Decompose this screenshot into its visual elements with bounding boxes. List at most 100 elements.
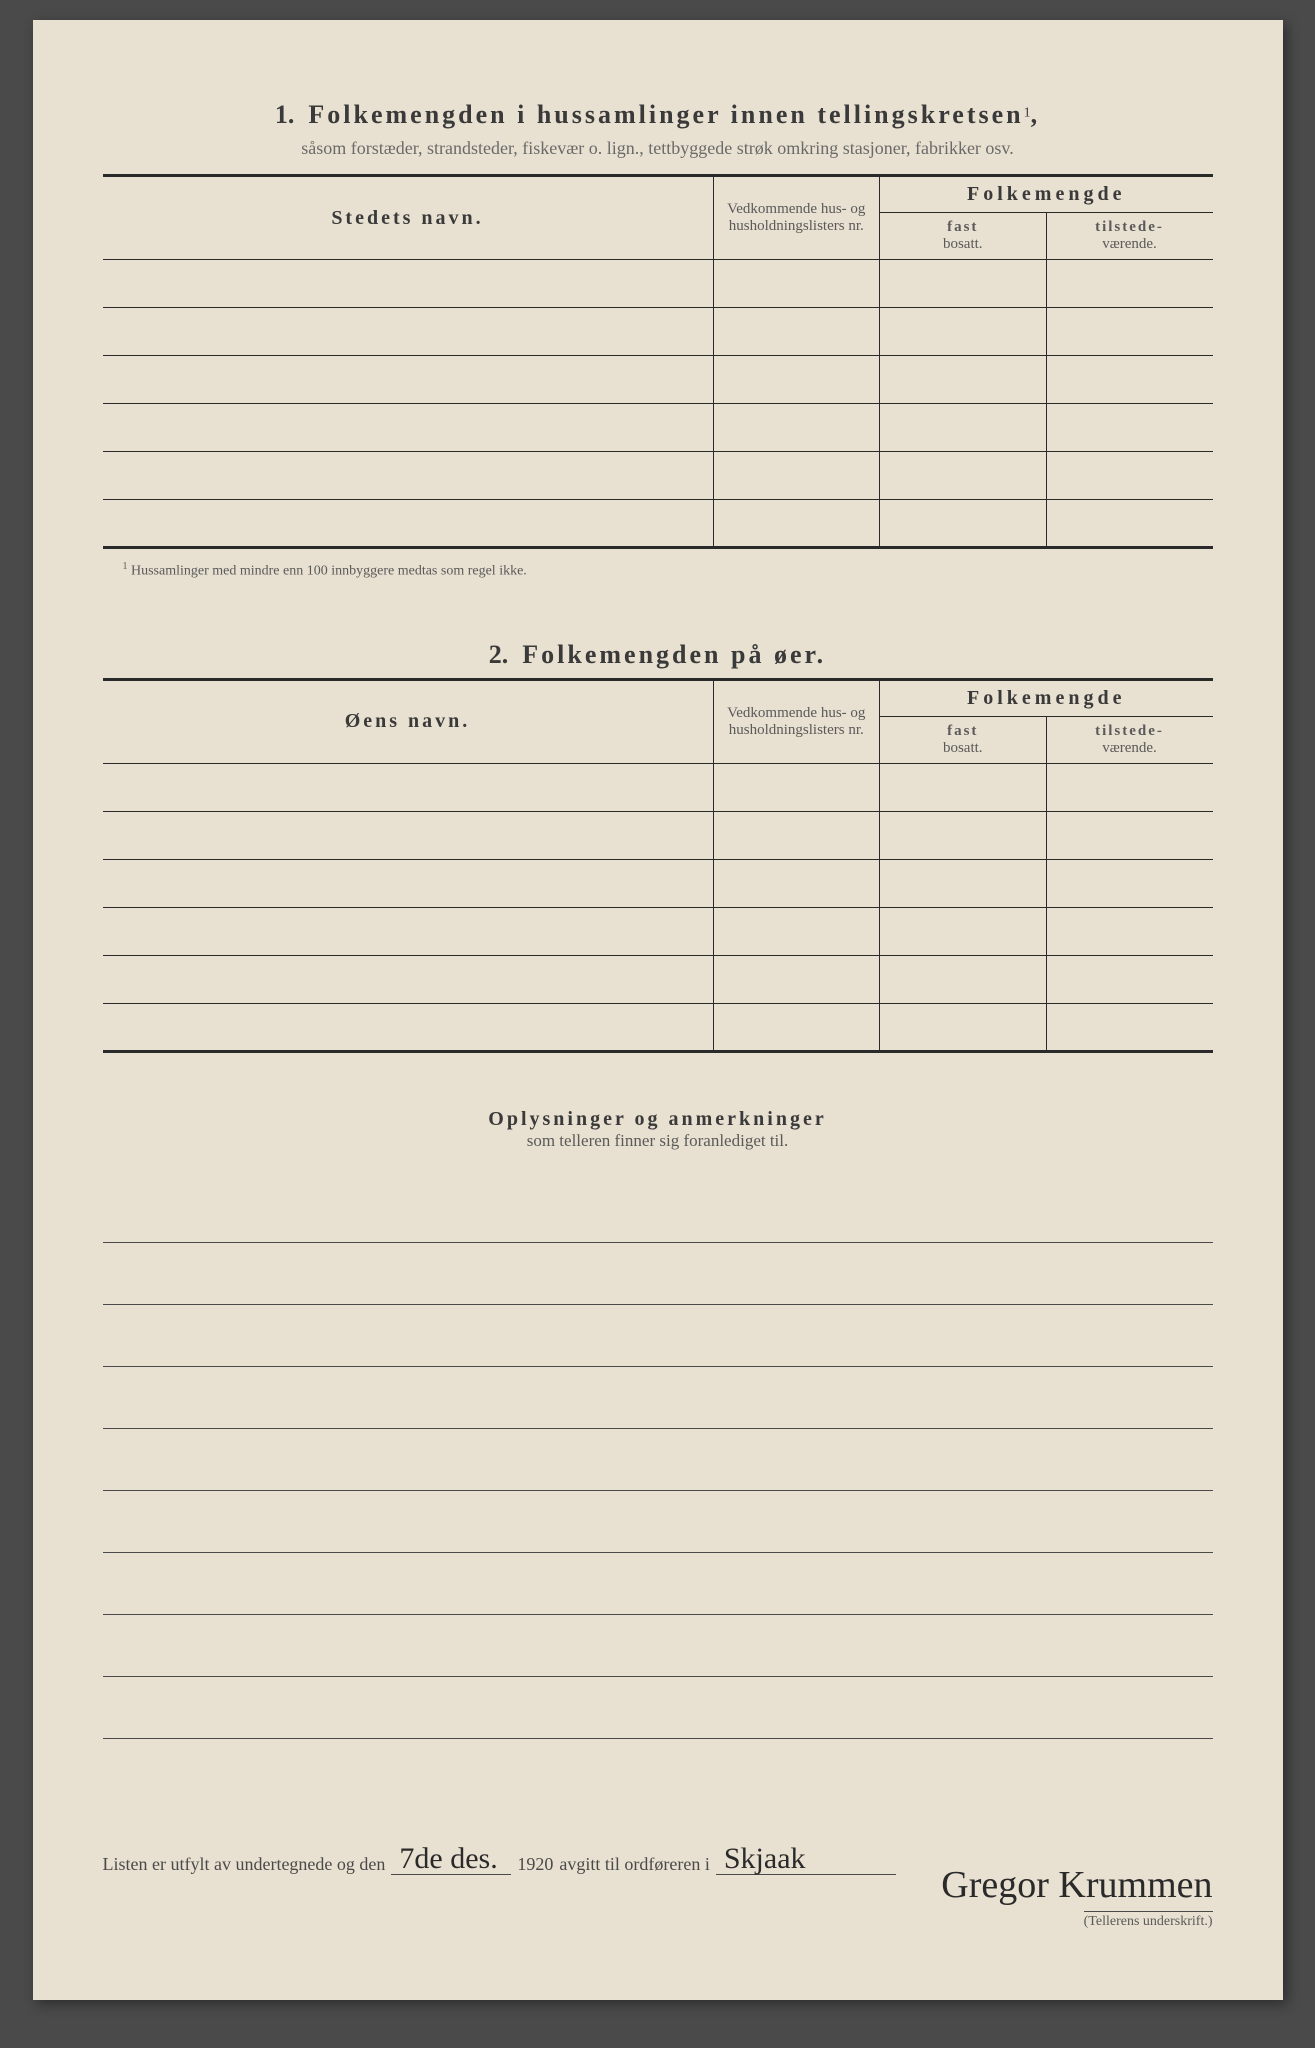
table-cell [1046, 1003, 1213, 1051]
col-header-name: Stedets navn. [103, 176, 714, 260]
table-row [103, 356, 1213, 404]
table-cell [103, 907, 714, 955]
remarks-title: Oplysninger og anmerkninger [103, 1108, 1213, 1131]
table-cell [880, 1003, 1047, 1051]
table-row [103, 1003, 1213, 1051]
table-cell [880, 452, 1047, 500]
ruled-line [103, 1305, 1213, 1367]
table-cell [713, 1003, 880, 1051]
table-cell [103, 1003, 714, 1051]
table-cell [103, 955, 714, 1003]
ruled-line [103, 1491, 1213, 1553]
table-row [103, 308, 1213, 356]
section1-table: Stedets navn. Vedkommende hus- og hushol… [103, 174, 1213, 549]
section2-title: 2. Folkemengden på øer. [103, 640, 1213, 670]
footer-date-handwritten: 7de des. [391, 1844, 511, 1875]
table-cell [713, 955, 880, 1003]
footer: Listen er utfylt av undertegnede og den … [103, 1844, 1213, 1930]
table-row [103, 452, 1213, 500]
table-cell [880, 763, 1047, 811]
table-row [103, 260, 1213, 308]
section2-tbody [103, 763, 1213, 1051]
table-row [103, 811, 1213, 859]
remarks-subtitle: som telleren finner sig foranlediget til… [103, 1131, 1213, 1151]
col-header-pop-group: Folkemengde [880, 176, 1213, 213]
footer-text-a: Listen er utfylt av undertegnede og den [103, 1854, 386, 1875]
col2-header-pop-group: Folkemengde [880, 679, 1213, 716]
section2-heading: Folkemengden på øer. [522, 640, 826, 669]
table-cell [103, 452, 714, 500]
section1-footnote: 1 Hussamlinger med mindre enn 100 innbyg… [103, 561, 1213, 580]
section1-subtitle: såsom forstæder, strandsteder, fiskevær … [103, 138, 1213, 159]
table-cell [103, 356, 714, 404]
table-cell [103, 404, 714, 452]
section1-title: 1. Folkemengden i hussamlinger innen tel… [103, 100, 1213, 130]
table-cell [103, 308, 714, 356]
table-cell [1046, 955, 1213, 1003]
footer-year: 1920 [517, 1854, 553, 1875]
table-cell [103, 260, 714, 308]
footer-text-b: avgitt til ordføreren i [559, 1854, 709, 1875]
table-cell [713, 763, 880, 811]
table-cell [1046, 500, 1213, 548]
section1-heading: Folkemengden i hussamlinger innen tellin… [308, 100, 1023, 129]
table-cell [713, 500, 880, 548]
col-header-tilstede: tilstede-værende. [1046, 213, 1213, 260]
section2-table: Øens navn. Vedkommende hus- og husholdni… [103, 678, 1213, 1053]
signature-label: (Tellerens underskrift.) [1084, 1911, 1213, 1930]
section2: 2. Folkemengden på øer. Øens navn. Vedko… [103, 640, 1213, 1053]
table-cell [103, 763, 714, 811]
table-cell [880, 308, 1047, 356]
table-cell [103, 859, 714, 907]
footer-place-handwritten: Skjaak [716, 1844, 896, 1875]
ruled-line [103, 1677, 1213, 1739]
col2-header-ref: Vedkommende hus- og husholdningslisters … [713, 679, 880, 763]
table-cell [713, 260, 880, 308]
table-cell [713, 907, 880, 955]
col-header-fast: fastbosatt. [880, 213, 1047, 260]
col2-header-fast: fastbosatt. [880, 716, 1047, 763]
section1-sup: 1 [1024, 106, 1031, 121]
table-cell [1046, 859, 1213, 907]
ruled-line [103, 1615, 1213, 1677]
table-cell [713, 452, 880, 500]
section1-number: 1. [275, 100, 295, 129]
ruled-line [103, 1553, 1213, 1615]
col2-header-name: Øens navn. [103, 679, 714, 763]
table-cell [880, 260, 1047, 308]
table-cell [1046, 404, 1213, 452]
table-row [103, 404, 1213, 452]
table-cell [880, 500, 1047, 548]
table-cell [1046, 260, 1213, 308]
section1-tbody [103, 260, 1213, 548]
table-cell [713, 308, 880, 356]
table-row [103, 955, 1213, 1003]
table-cell [713, 859, 880, 907]
table-cell [1046, 356, 1213, 404]
table-cell [713, 811, 880, 859]
table-cell [1046, 452, 1213, 500]
table-cell [103, 811, 714, 859]
table-cell [880, 859, 1047, 907]
table-cell [713, 404, 880, 452]
ruled-line [103, 1181, 1213, 1243]
ruled-line [103, 1243, 1213, 1305]
table-cell [1046, 763, 1213, 811]
table-cell [880, 955, 1047, 1003]
table-cell [1046, 308, 1213, 356]
section2-number: 2. [489, 640, 509, 669]
table-cell [1046, 811, 1213, 859]
col2-header-tilstede: tilstede-værende. [1046, 716, 1213, 763]
col-header-ref: Vedkommende hus- og husholdningslisters … [713, 176, 880, 260]
table-cell [880, 356, 1047, 404]
table-row [103, 859, 1213, 907]
table-cell [880, 907, 1047, 955]
table-row [103, 763, 1213, 811]
table-row [103, 907, 1213, 955]
table-cell [1046, 907, 1213, 955]
section3: Oplysninger og anmerkninger som telleren… [103, 1108, 1213, 1739]
ruled-line [103, 1429, 1213, 1491]
table-cell [880, 404, 1047, 452]
document-page: 1. Folkemengden i hussamlinger innen tel… [33, 20, 1283, 2000]
table-cell [713, 356, 880, 404]
